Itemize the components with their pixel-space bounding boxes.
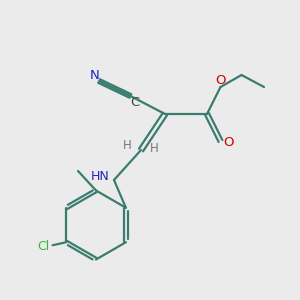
Text: C: C — [130, 96, 140, 109]
Text: O: O — [215, 74, 226, 87]
Text: HN: HN — [91, 170, 110, 184]
Text: N: N — [90, 69, 99, 82]
Text: H: H — [150, 142, 159, 155]
Text: H: H — [123, 139, 132, 152]
Text: Cl: Cl — [38, 240, 50, 253]
Text: O: O — [224, 136, 234, 149]
